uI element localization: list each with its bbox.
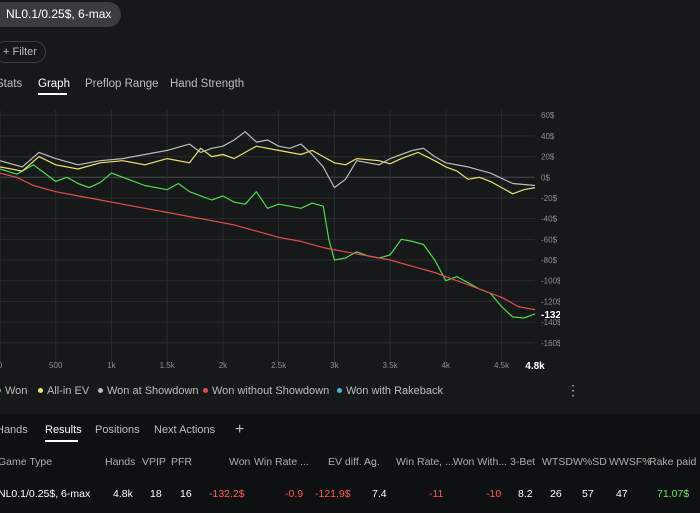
graph-menu-icon[interactable]: ⋮ bbox=[566, 382, 580, 398]
y-tick-label: -140$ bbox=[541, 318, 560, 327]
y-tick-label: -160$ bbox=[541, 339, 560, 348]
series-line-won-at-showdown bbox=[0, 131, 536, 189]
results-graph-svg: 60$ 40$ 20$ 0$ -20$ -40$ -60$ -80$ -100$ -120$ -14… bbox=[0, 110, 575, 372]
col-wtsd[interactable]: WTSD bbox=[542, 456, 573, 468]
results-graph: 60$ 40$ 20$ 0$ -20$ -40$ -60$ -80$ -100$ -120$ -14… bbox=[0, 98, 575, 398]
add-filter-button[interactable]: + Filter bbox=[0, 41, 46, 63]
cell-ag: 7.4 bbox=[372, 488, 387, 500]
tab-stats[interactable]: Stats bbox=[0, 78, 23, 90]
y-tick-label: 40$ bbox=[541, 132, 555, 141]
cell-wsd: 57 bbox=[582, 488, 594, 500]
tab-preflop-range[interactable]: Preflop Range bbox=[85, 78, 159, 90]
y-tick-label: -100$ bbox=[541, 277, 560, 286]
legend-item-won-without-showdown[interactable]: Won without Showdown bbox=[203, 385, 329, 397]
legend-item-won-with-rakeback[interactable]: Won with Rakeback bbox=[337, 385, 443, 397]
tab-positions[interactable]: Positions bbox=[95, 424, 140, 436]
col-rake-paid[interactable]: Rake paid bbox=[649, 456, 697, 468]
tab-graph-underline bbox=[38, 93, 67, 95]
tab-results[interactable]: Results bbox=[45, 424, 82, 436]
col-win-rate-2[interactable]: Win Rate, ... bbox=[396, 456, 454, 468]
x-tick-label: 1k bbox=[107, 361, 116, 370]
tab-hands[interactable]: Hands bbox=[0, 424, 28, 436]
col-hands[interactable]: Hands bbox=[105, 456, 136, 468]
series-line-won-without-showdown bbox=[0, 172, 536, 311]
x-tick-label: 2k bbox=[219, 361, 228, 370]
cell-win-rate-2: -11 bbox=[429, 488, 444, 500]
x-end-label: 4.8k bbox=[525, 361, 545, 372]
col-won[interactable]: Won bbox=[229, 456, 251, 468]
col-pfr[interactable]: PFR bbox=[171, 456, 192, 468]
cell-won-with: -10 bbox=[486, 488, 502, 500]
y-tick-label: 20$ bbox=[541, 153, 555, 162]
col-vpip[interactable]: VPIP bbox=[142, 456, 166, 468]
col-win-rate[interactable]: Win Rate ... bbox=[254, 456, 309, 468]
x-tick-label: 4k bbox=[442, 361, 451, 370]
tab-graph[interactable]: Graph bbox=[38, 78, 70, 90]
col-won-with[interactable]: Won With... bbox=[453, 456, 508, 468]
col-wwsf[interactable]: WWSF% bbox=[609, 456, 652, 468]
cell-hands: 4.8k bbox=[113, 488, 133, 500]
tab-hand-strength[interactable]: Hand Strength bbox=[170, 78, 245, 90]
y-tick-label: -20$ bbox=[541, 194, 558, 203]
col-ev-diff[interactable]: EV diff. bbox=[328, 456, 362, 468]
y-tick-label: -40$ bbox=[541, 215, 558, 224]
col-ag[interactable]: Ag. bbox=[364, 456, 380, 468]
tab-next-actions[interactable]: Next Actions bbox=[154, 424, 216, 436]
cell-game-type: NL0.1/0.25$, 6-max bbox=[0, 488, 91, 500]
cell-pfr: 16 bbox=[180, 488, 192, 500]
col-3bet[interactable]: 3-Bet bbox=[510, 456, 536, 468]
x-tick-label: 2.5k bbox=[271, 361, 287, 370]
cell-wtsd: 26 bbox=[550, 488, 562, 500]
legend-item-won[interactable]: Won bbox=[0, 385, 27, 397]
y-tick-label: 60$ bbox=[541, 111, 555, 120]
game-filter-pill[interactable]: NL0.1/0.25$, 6-max bbox=[0, 2, 122, 27]
x-tick-label: 3.5k bbox=[383, 361, 399, 370]
series-line-all-in-ev bbox=[0, 145, 536, 195]
add-tab-icon[interactable]: + bbox=[235, 421, 245, 438]
x-tick-label: 500 bbox=[49, 361, 63, 370]
cell-wwsf: 47 bbox=[616, 488, 628, 500]
tab-results-underline bbox=[45, 440, 78, 442]
cell-won: -132.2$ bbox=[209, 488, 245, 500]
legend-item-all-in-ev[interactable]: All-in EV bbox=[38, 385, 89, 397]
cell-ev-diff: -121.9$ bbox=[315, 488, 351, 500]
y-tick-label: 0$ bbox=[541, 173, 550, 182]
cell-rake-paid: 71.07$ bbox=[657, 488, 690, 500]
x-tick-label: 0 bbox=[0, 361, 3, 370]
y-tick-label: -120$ bbox=[541, 297, 560, 306]
col-game-type[interactable]: Game Type bbox=[0, 456, 53, 468]
col-wsd[interactable]: W%SD bbox=[573, 456, 607, 468]
end-value-label: -132.2$ bbox=[541, 310, 560, 321]
x-tick-label: 1.5k bbox=[160, 361, 176, 370]
x-tick-label: 3k bbox=[330, 361, 339, 370]
y-tick-label: -60$ bbox=[541, 235, 558, 244]
cell-3bet: 8.2 bbox=[518, 488, 533, 500]
results-panel: Hands Results Positions Next Actions + G… bbox=[0, 414, 700, 513]
x-tick-label: 4.5k bbox=[494, 361, 510, 370]
series-line-won bbox=[0, 164, 536, 319]
cell-win-rate: -0.9 bbox=[285, 488, 304, 500]
legend-item-won-at-showdown[interactable]: Won at Showdown bbox=[98, 385, 199, 397]
cell-vpip: 18 bbox=[150, 488, 162, 500]
y-tick-label: -80$ bbox=[541, 256, 558, 265]
